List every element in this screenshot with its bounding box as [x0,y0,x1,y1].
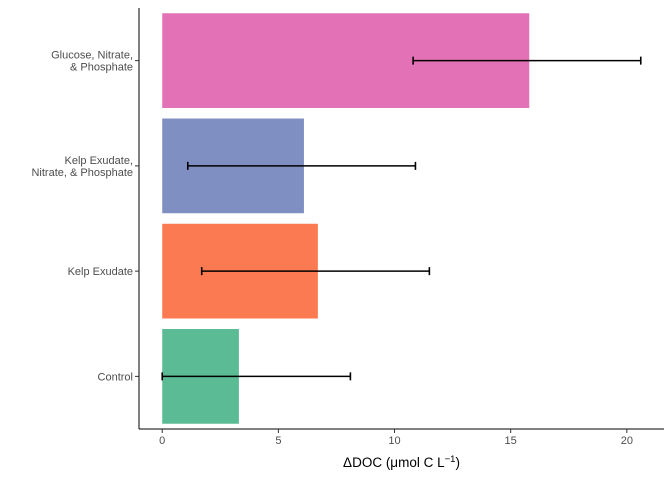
bars-layer [162,13,530,424]
y-tick-label-line: Kelp Exudate [68,266,133,278]
y-tick-label-line: Glucose, Nitrate, [51,50,133,62]
y-tick-label-line: Nitrate, & Phosphate [31,167,133,179]
y-tick-label: Control [98,371,133,383]
x-axis-title: ΔDOC (μmol C L−1) [343,454,460,470]
y-tick-label-line: Control [98,371,133,383]
y-tick-label: Kelp Exudate, Nitrate, & Phosphate [31,155,133,179]
y-tick-label-line: Kelp Exudate, [65,155,134,167]
x-axis-title-superscript: −1 [445,454,456,465]
x-tick-label: 15 [505,435,517,447]
y-tick-label: Glucose, Nitrate, & Phosphate [51,50,133,74]
x-tick-label: 10 [388,435,400,447]
x-tick-label: 0 [159,435,165,447]
y-axis-ticks: Control Kelp Exudate Kelp Exudate, Nitrate,… [31,50,139,383]
y-tick-label-line: & Phosphate [70,62,133,74]
x-axis-ticks: 0 5 10 15 20 [159,429,633,447]
x-tick-label: 20 [621,435,633,447]
x-axis-title-suffix: ) [455,455,460,470]
error-bars-layer [161,56,642,381]
x-tick-label: 5 [275,435,281,447]
x-axis-title-prefix: ΔDOC (μmol C L [343,455,445,470]
y-tick-label: Kelp Exudate [68,266,133,278]
